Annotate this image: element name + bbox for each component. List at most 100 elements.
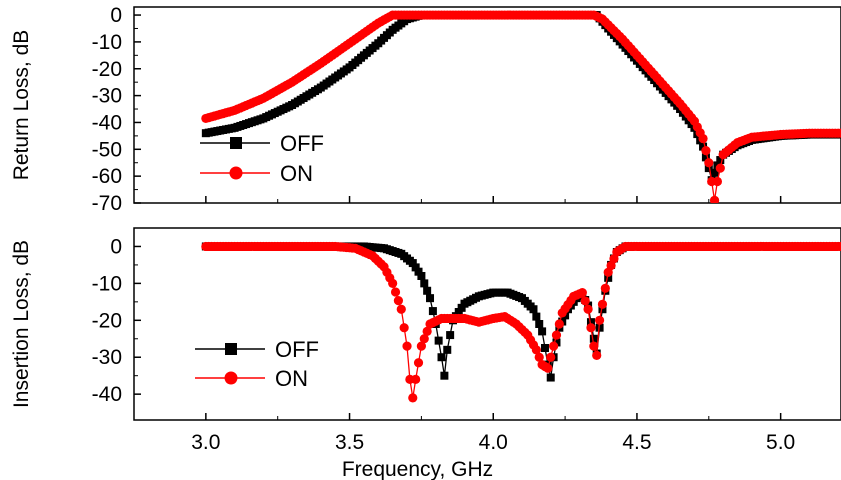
legend-label: OFF [275,337,319,362]
y-tick-label: -40 [92,111,122,134]
y-tick-label: -20 [92,309,122,332]
data-point [698,133,708,144]
data-point [434,336,443,345]
data-point [589,334,598,343]
legend-marker [224,371,238,385]
plot-frame [133,227,841,421]
data-point [396,304,406,314]
y-tick-label: -30 [92,85,122,108]
data-point [393,296,404,306]
data-point [583,304,593,314]
x-tick-label: 3.0 [191,431,220,454]
data-point [546,352,556,362]
data-point [712,176,723,187]
data-point [836,241,841,252]
legend-marker [225,343,237,355]
y-tick-label: -30 [92,346,122,369]
data-point [543,363,553,373]
data-point [552,338,561,347]
y-axis-title: Insertion Loss, dB [10,240,33,408]
y-axis-title: Return Loss, dB [10,30,33,181]
data-point [554,319,564,329]
data-point [426,294,435,303]
data-point [589,341,599,351]
data-point [388,278,398,288]
data-point [710,168,719,177]
y-tick-label: -20 [92,58,122,81]
data-point [716,156,725,165]
series-on [201,10,841,203]
data-point [413,358,424,368]
data-point [701,146,711,156]
data-point [699,142,708,151]
x-tick-label: 4.0 [479,431,508,454]
data-point [535,320,544,328]
data-point [446,331,455,340]
data-point [414,267,423,276]
legend-label: ON [275,366,308,391]
data-point [604,273,613,282]
data-point [580,296,590,306]
data-point [408,259,417,268]
x-tick-label: 5.0 [766,431,795,454]
data-point [411,374,421,384]
data-point [836,128,841,138]
data-point [597,299,608,309]
data-point [546,373,555,382]
data-point [598,305,607,314]
data-point [417,272,426,280]
data-point [594,315,605,325]
legend-label: OFF [280,131,324,156]
data-point [390,287,401,297]
data-point [531,345,541,355]
legend-marker [230,137,242,149]
y-tick-label: -70 [92,192,122,215]
data-point [704,164,713,173]
data-point [399,323,409,333]
series-off [201,11,841,185]
y-tick-label: 0 [110,235,122,258]
data-point [549,341,559,351]
data-point [577,288,587,298]
series-on [201,241,841,403]
y-tick-label: -10 [92,31,122,54]
data-point [408,393,418,403]
data-point [592,350,602,360]
data-point [402,341,412,351]
y-tick-label: 0 [110,4,122,27]
data-point [411,263,420,272]
data-point [715,163,725,173]
y-tick-label: -60 [92,165,122,188]
y-tick-label: -40 [92,383,122,406]
legend-label: ON [280,161,313,186]
x-axis-title: Frequency, GHz [342,458,493,480]
data-point [709,195,720,203]
data-point [423,286,432,295]
y-tick-label: -10 [92,272,122,295]
x-tick-label: 4.5 [622,431,651,454]
data-point [586,323,596,333]
x-tick-label: 3.5 [335,431,364,454]
data-point [437,353,446,362]
data-point [529,305,538,314]
data-point [416,341,426,351]
data-point [454,308,463,316]
plot-frame [133,6,841,204]
legend-marker [229,166,243,180]
data-point [428,307,437,316]
data-point [440,371,449,380]
data-point [701,153,710,162]
data-point [534,352,544,362]
data-point [551,330,562,340]
data-point [422,326,432,336]
data-point [600,283,610,293]
data-point [457,303,466,312]
data-point [443,345,452,354]
data-point [419,334,429,344]
data-point [532,312,541,321]
data-point [586,318,595,327]
return-loss-panel: 0 -10 -20 -30 -40 -50 -60 -70 Return Loss, dB OFF… [10,4,841,215]
data-point [540,344,549,352]
data-point [538,327,547,336]
